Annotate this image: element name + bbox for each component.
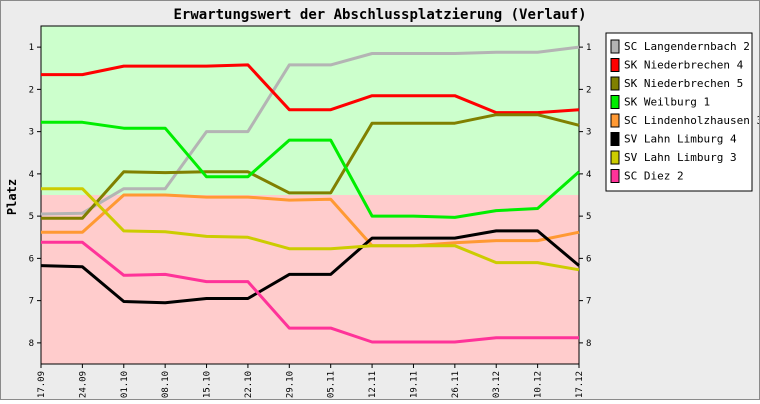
y-tick-label-right: 2 — [586, 85, 591, 95]
background-band-2 — [41, 195, 579, 364]
y-tick-label-left: 5 — [29, 212, 34, 222]
y-tick-label-right: 7 — [586, 297, 591, 307]
series-lines — [40, 45, 580, 344]
legend-swatch — [610, 95, 620, 109]
legend-label: SK Weilburg 1 — [624, 96, 710, 109]
y-tick-label-right: 5 — [586, 212, 591, 222]
y-tick-label-left: 3 — [29, 128, 34, 138]
y-tick-label-right: 6 — [586, 254, 591, 264]
series-line-5 — [41, 193, 580, 248]
legend-swatch — [610, 169, 620, 183]
series-line-8 — [41, 240, 579, 344]
legend-label: SV Lahn Limburg 4 — [624, 133, 737, 146]
legend: SC Langendernbach 2 SK Niederbrechen 4 SK … — [605, 32, 760, 192]
chart-title: Erwartungswert der Abschlussplatzierung … — [173, 7, 586, 23]
series-line-4 — [41, 120, 580, 219]
x-tick-label: 29.10 — [285, 371, 295, 398]
series-line-7 — [41, 187, 580, 272]
y-axis-label: Platz — [5, 179, 19, 215]
x-tick-label: 19.11 — [409, 371, 419, 398]
legend-box — [605, 32, 753, 192]
series-line-6 — [40, 229, 580, 305]
x-tick-label: 17.12 — [575, 371, 585, 398]
series-line-1 — [40, 45, 580, 216]
legend-swatch — [610, 39, 620, 54]
legend-label: SV Lahn Limburg 3 — [624, 151, 737, 164]
legend-swatch — [610, 58, 620, 72]
series-line-2 — [41, 63, 580, 115]
x-tick-label: 05.11 — [327, 371, 337, 398]
y-tick-label-left: 7 — [29, 297, 34, 307]
legend-label: SC Lindenholzhausen 3 — [624, 114, 759, 127]
legend-label: SC Diez 2 — [624, 170, 684, 183]
legend-swatch — [610, 150, 620, 165]
plot-border — [40, 25, 580, 365]
x-tick-label: 17.09 — [37, 371, 47, 398]
x-tick-label: 08.10 — [161, 371, 171, 398]
series-line-3 — [41, 113, 580, 220]
legend-swatch — [610, 132, 620, 146]
x-tick-label: 03.12 — [492, 371, 502, 398]
y-tick-label-left: 1 — [29, 43, 34, 53]
x-tick-label: 24.09 — [78, 371, 88, 398]
y-tick-label-right: 1 — [586, 43, 591, 53]
x-tick-label: 12.11 — [368, 371, 378, 398]
y-tick-label-left: 4 — [29, 170, 34, 180]
y-tick-label-left: 8 — [29, 339, 34, 349]
x-tick-label: 10.12 — [534, 371, 544, 398]
legend-label: SK Niederbrechen 5 — [624, 77, 743, 90]
legend-swatch — [610, 113, 620, 128]
x-tick-label: 01.10 — [120, 371, 130, 398]
x-tick-label: 26.11 — [451, 371, 461, 398]
y-tick-label-left: 6 — [29, 254, 34, 264]
legend-label: SC Langendernbach 2 — [624, 40, 750, 53]
y-tick-label-right: 3 — [586, 128, 591, 138]
y-tick-label-right: 8 — [586, 339, 591, 349]
legend-swatch — [610, 76, 620, 91]
y-tick-label-left: 2 — [29, 85, 34, 95]
legend-label: SK Niederbrechen 4 — [624, 59, 744, 72]
axes: 1 1 2 2 3 3 4 4 5 5 6 6 7 7 8 8 17.09 24.09 01.10 08.10 15.1… — [29, 25, 591, 398]
x-tick-label: 22.10 — [244, 371, 254, 398]
x-tick-label: 15.10 — [203, 371, 213, 398]
y-tick-label-right: 4 — [586, 170, 591, 180]
